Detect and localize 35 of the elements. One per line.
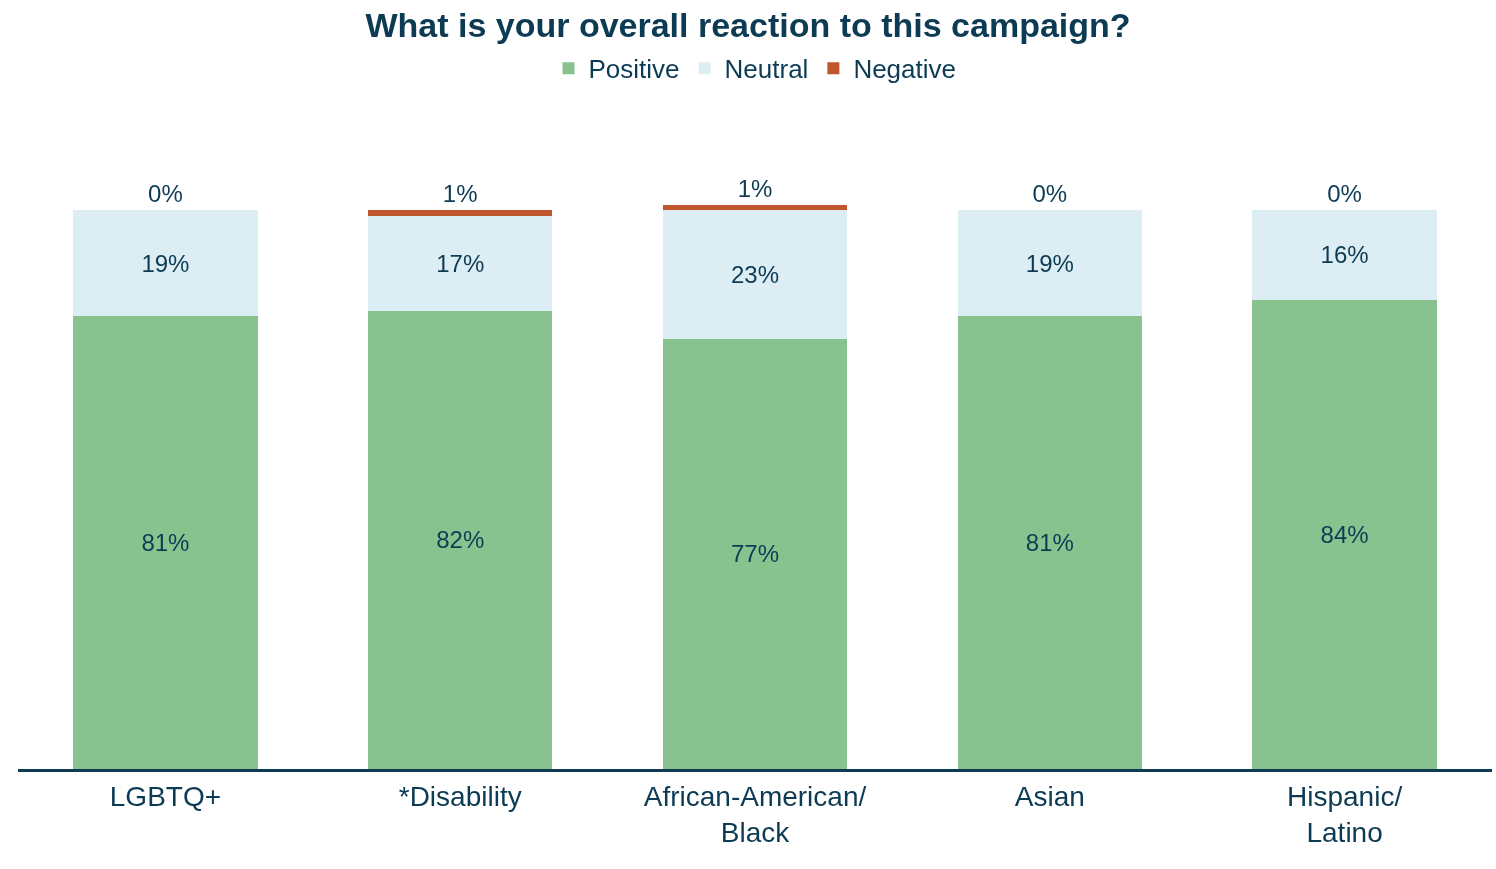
legend-label: Negative <box>853 54 956 85</box>
data-label: 0% <box>1327 180 1362 208</box>
bar <box>957 316 1142 769</box>
data-label: 1% <box>442 180 478 208</box>
bar <box>957 210 1142 317</box>
x-tick-label: Hispanic/ Latino <box>1287 780 1403 848</box>
data-label: 23% <box>730 261 780 289</box>
data-label: 19% <box>141 249 190 277</box>
legend-label: Neutral <box>724 54 809 85</box>
bar <box>368 210 553 216</box>
data-label: 0% <box>1032 180 1068 208</box>
data-label: 17% <box>436 249 485 277</box>
bar <box>73 316 258 769</box>
x-tick-label: *Disability <box>398 780 522 812</box>
bar <box>73 210 258 317</box>
data-label: 16% <box>1320 241 1369 269</box>
x-tick-label: African-American/ Black <box>643 780 867 848</box>
data-label: 84% <box>1320 520 1369 548</box>
bar <box>662 338 848 769</box>
data-label: 0% <box>148 180 183 208</box>
data-label: 77% <box>730 540 780 568</box>
bar <box>368 215 553 311</box>
x-tick-label: Asian <box>1014 780 1085 812</box>
chart-title: What is your overall reaction to this campaign? <box>365 5 1131 44</box>
legend-label: Positive <box>588 54 680 85</box>
bar <box>1252 210 1437 300</box>
bar <box>368 310 553 769</box>
data-label: 81% <box>1025 529 1074 557</box>
bar <box>1252 299 1437 769</box>
data-label: 81% <box>141 529 190 557</box>
bar <box>662 210 848 339</box>
x-tick-label: LGBTQ+ <box>109 780 222 812</box>
data-label: 19% <box>1025 249 1074 277</box>
data-label: 82% <box>436 526 485 554</box>
data-label: 1% <box>737 174 773 202</box>
